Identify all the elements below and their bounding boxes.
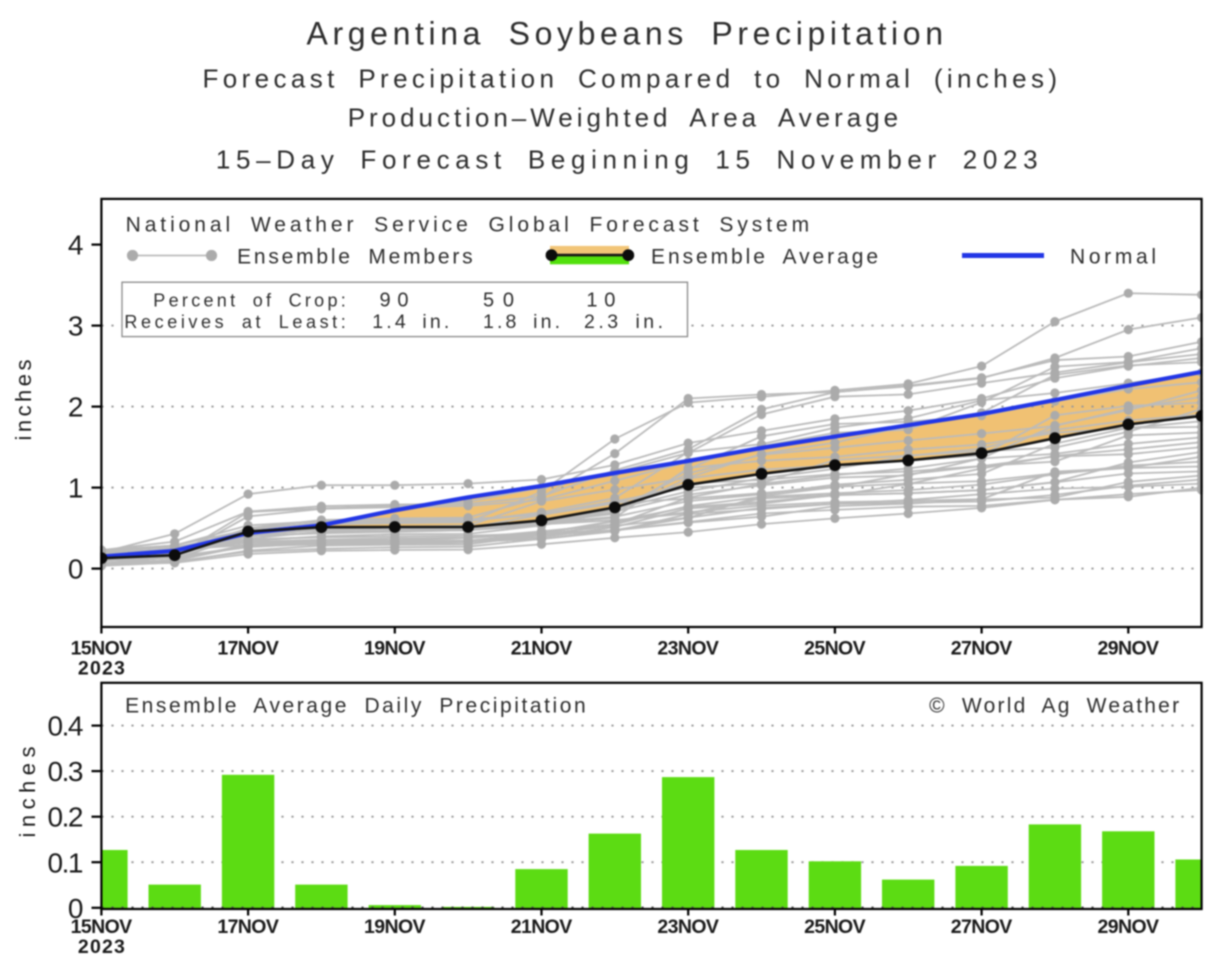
svg-text:15–Day Forecast Beginning 15 N: 15–Day Forecast Beginning 15 November 20… [216,145,1038,175]
svg-text:2023: 2023 [78,936,125,958]
svg-text:© World Ag Weather: © World Ag Weather [929,694,1179,717]
svg-text:1.8 in.: 1.8 in. [483,311,560,333]
svg-text:National Weather Service Globa: National Weather Service Global Forecast… [126,214,809,237]
svg-text:1: 1 [68,473,84,504]
svg-text:27NOV: 27NOV [951,916,1013,938]
svg-text:17NOV: 17NOV [217,916,278,938]
svg-text:Forecast Precipitation Compare: Forecast Precipitation Compared to Norma… [203,64,1058,94]
svg-text:0.2: 0.2 [48,802,84,833]
svg-text:25NOV: 25NOV [804,638,866,660]
svg-text:25NOV: 25NOV [804,916,866,938]
svg-text:23NOV: 23NOV [657,638,719,660]
svg-text:19NOV: 19NOV [364,638,426,660]
svg-text:Receives at Least:: Receives at Least: [124,312,345,332]
svg-text:21NOV: 21NOV [511,916,573,938]
svg-text:4: 4 [68,230,84,261]
svg-text:Ensemble Average Daily Precipi: Ensemble Average Daily Precipitation [125,694,586,717]
svg-text:2023: 2023 [78,658,125,680]
svg-text:21NOV: 21NOV [511,638,573,660]
svg-text:0.4: 0.4 [48,711,84,742]
svg-text:0.3: 0.3 [48,756,84,787]
svg-text:23NOV: 23NOV [657,916,719,938]
svg-text:29NOV: 29NOV [1098,638,1160,660]
svg-text:0: 0 [68,893,84,924]
svg-text:3: 3 [68,311,84,342]
svg-text:19NOV: 19NOV [364,916,426,938]
svg-text:15NOV: 15NOV [71,916,132,938]
svg-text:15NOV: 15NOV [71,638,132,660]
svg-text:29NOV: 29NOV [1098,916,1160,938]
svg-text:0: 0 [68,554,84,585]
svg-text:2: 2 [68,392,84,423]
svg-text:Ensemble Members: Ensemble Members [237,246,473,269]
svg-text:17NOV: 17NOV [217,638,278,660]
svg-text:Argentina Soybeans Precipitati: Argentina Soybeans Precipitation [307,16,944,52]
svg-text:1.4 in.: 1.4 in. [372,311,449,333]
svg-text:0.1: 0.1 [48,847,84,878]
svg-text:27NOV: 27NOV [951,638,1013,660]
svg-text:Ensemble Average: Ensemble Average [651,246,878,269]
svg-text:Production–Weighted Area Avera: Production–Weighted Area Average [348,103,898,133]
